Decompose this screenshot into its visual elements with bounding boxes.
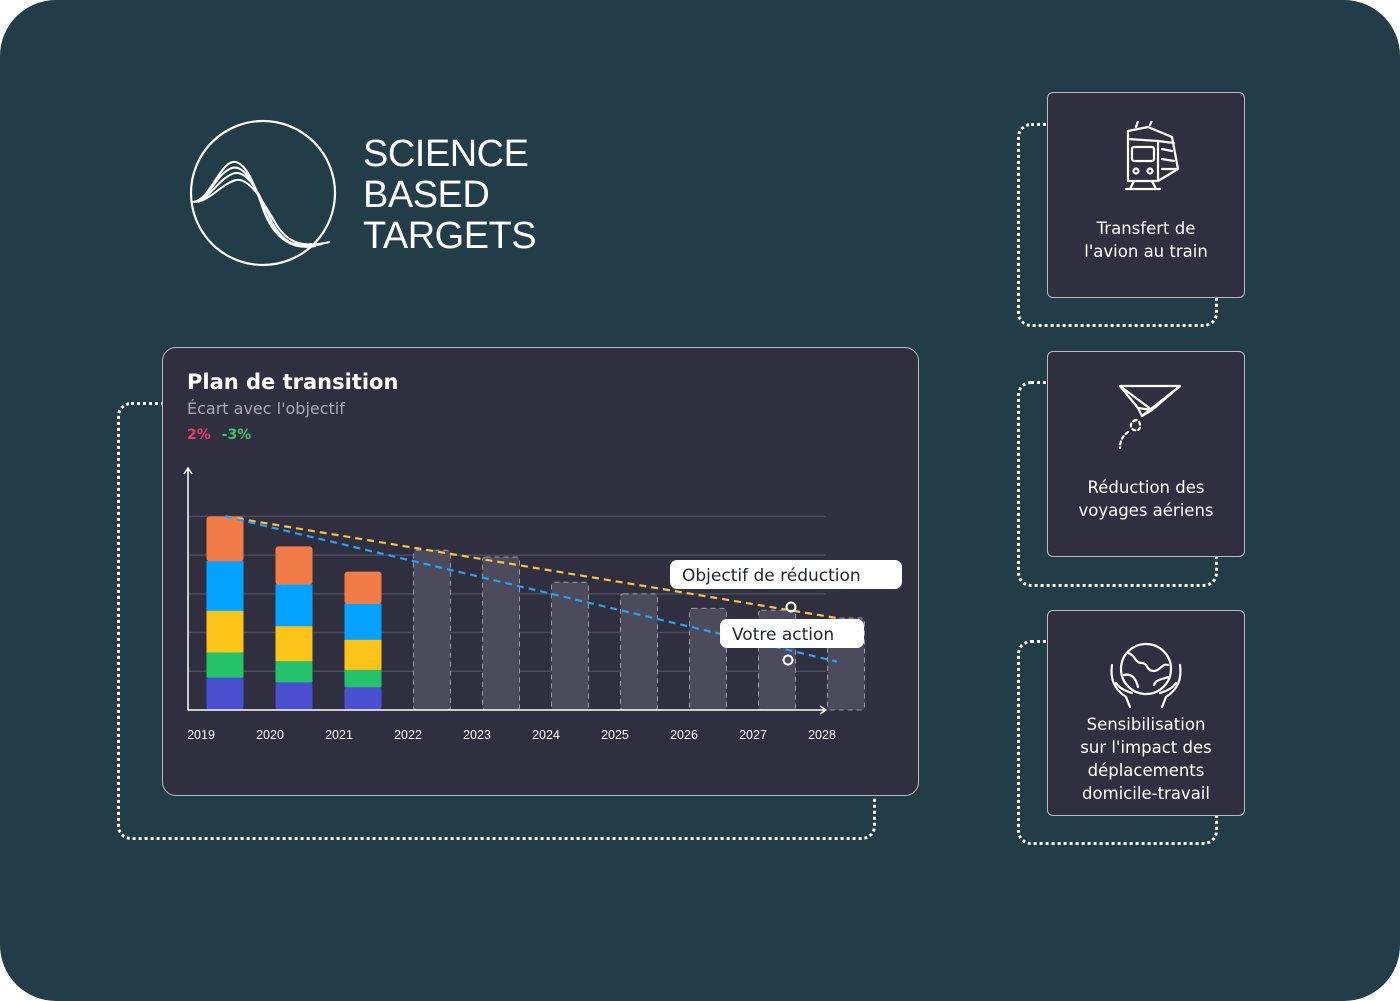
gap-stat-red: 2% xyxy=(187,427,211,443)
action-endpoint-marker xyxy=(782,654,794,666)
action-label-flight-reduction: Réduction des voyages aériens xyxy=(1078,478,1214,520)
bar-2019-segment-3 xyxy=(206,610,244,653)
y-axis-arrow xyxy=(183,466,193,475)
transition-bar-chart: 2019 2020 2021 2022 2023 2024 2025 2026 2027 2028… xyxy=(183,466,902,742)
logo-line-2: BASED xyxy=(363,174,490,216)
target-endpoint-marker xyxy=(785,601,797,613)
bar-2019-segment-2 xyxy=(206,651,244,678)
bar-2021-segment-1 xyxy=(344,686,382,710)
gap-stats: 2% -3% xyxy=(187,427,251,443)
bar-2021-segment-3 xyxy=(344,639,382,670)
earth-hands-icon xyxy=(1110,642,1182,709)
x-tick-2024: 2024 xyxy=(532,728,560,742)
bar-2019-segment-4 xyxy=(206,560,244,611)
logo-line-1: SCIENCE xyxy=(363,133,529,175)
bar-2020-segment-3 xyxy=(275,625,313,662)
bar-2019-segment-1 xyxy=(206,677,244,710)
x-tick-2023: 2023 xyxy=(463,728,491,742)
x-tick-2019: 2019 xyxy=(187,728,215,742)
bar-2024-projected xyxy=(551,581,589,711)
bar-2020-segment-4 xyxy=(275,584,313,627)
callout-target: Objectif de réduction xyxy=(670,560,902,589)
chart-callouts: Objectif de réduction Votre action xyxy=(670,560,902,666)
chart-trend-lines xyxy=(224,515,838,663)
gap-stat-green: -3% xyxy=(221,427,252,443)
science-based-targets-logo: SCIENCE BASED TARGETS xyxy=(188,118,537,273)
x-tick-2027: 2027 xyxy=(739,728,767,742)
x-axis-arrow xyxy=(819,705,828,715)
bar-2020-segment-2 xyxy=(275,660,313,683)
chart-subtitle: Écart avec l'objectif xyxy=(187,399,345,418)
callout-target-label: Objectif de réduction xyxy=(682,566,861,586)
action-card-train[interactable]: Transfert de l'avion au train xyxy=(1047,92,1245,298)
action-card-flight-reduction[interactable]: Réduction des voyages aériens xyxy=(1047,351,1245,557)
logo-wordmark: SCIENCE BASED TARGETS xyxy=(363,133,537,257)
x-tick-2025: 2025 xyxy=(601,728,629,742)
callout-action: Votre action xyxy=(720,619,864,648)
x-tick-2021: 2021 xyxy=(325,728,353,742)
transition-plan-card: Plan de transition Écart avec l'objectif… xyxy=(162,347,919,796)
action-trend-line xyxy=(224,515,838,663)
callout-action-label: Votre action xyxy=(732,625,834,645)
train-icon xyxy=(1124,121,1180,191)
x-tick-2028: 2028 xyxy=(808,728,836,742)
bar-2023-projected xyxy=(482,556,520,711)
action-label-train: Transfert de l'avion au train xyxy=(1084,219,1208,261)
x-tick-2022: 2022 xyxy=(394,728,422,742)
x-tick-2026: 2026 xyxy=(670,728,698,742)
x-tick-2020: 2020 xyxy=(256,728,284,742)
bar-2019-segment-5 xyxy=(206,516,244,562)
target-trend-line xyxy=(224,515,838,620)
chart-axes xyxy=(183,466,828,715)
bar-2022-projected xyxy=(413,549,451,711)
chart-tick-labels: 2019 2020 2021 2022 2023 2024 2025 2026 2027 2028 xyxy=(187,728,836,742)
chart-bars xyxy=(206,516,865,711)
bar-2020-segment-5 xyxy=(275,546,313,585)
bar-2021-segment-4 xyxy=(344,603,382,640)
action-card-awareness[interactable]: Sensibilisation sur l'impact des déplace… xyxy=(1047,610,1245,816)
bar-2021-segment-5 xyxy=(344,571,382,605)
paper-plane-icon xyxy=(1118,384,1182,450)
logo-line-3: TARGETS xyxy=(363,215,537,257)
logo-mark-icon xyxy=(189,119,337,267)
chart-title: Plan de transition xyxy=(187,370,399,394)
bar-2021-segment-2 xyxy=(344,669,382,688)
bar-2020-segment-1 xyxy=(275,681,313,710)
action-label-awareness: Sensibilisation sur l'impact des déplace… xyxy=(1080,715,1212,803)
